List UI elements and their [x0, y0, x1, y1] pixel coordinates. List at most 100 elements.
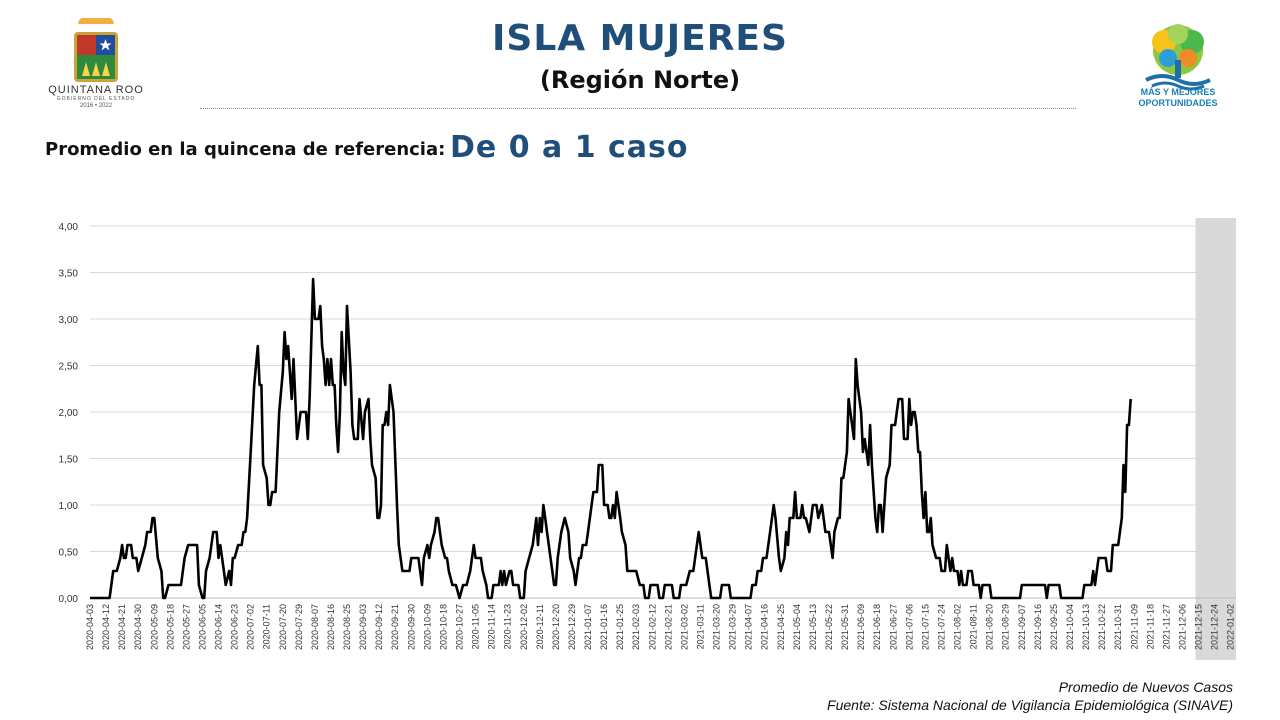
x-tick-label: 2021-06-09: [856, 604, 866, 650]
x-tick-label: 2020-08-07: [310, 604, 320, 650]
x-tick-label: 2020-12-02: [519, 604, 529, 650]
x-tick-label: 2020-05-18: [165, 604, 175, 650]
x-tick-label: 2021-08-29: [1001, 604, 1011, 650]
x-tick-label: 2021-05-04: [792, 604, 802, 650]
x-tick-label: 2020-09-03: [358, 604, 368, 650]
x-tick-labels: 2020-04-03 2020-04-12 2020-04-21 2020-04-30…: [85, 604, 1236, 650]
x-tick-label: 2020-06-05: [197, 604, 207, 650]
highlight-band: [1195, 218, 1236, 660]
x-tick-label: 2020-11-05: [471, 604, 481, 649]
x-tick-label: 2021-06-27: [888, 604, 898, 650]
tree-icon: [1145, 24, 1211, 91]
x-tick-label: 2020-10-09: [422, 604, 432, 650]
y-tick-label: 3,00: [59, 315, 79, 326]
y-tick-label: 2,50: [59, 362, 79, 373]
x-tick-label: 2022-01-02: [1226, 604, 1236, 650]
reference-value: De 0 a 1 caso: [450, 130, 689, 165]
x-tick-label: 2021-10-22: [1097, 604, 1107, 650]
x-tick-label: 2020-07-20: [278, 604, 288, 650]
series-layer: [90, 277, 1132, 600]
page-subtitle: (Región Norte): [539, 66, 741, 94]
x-tick-label: 2020-11-23: [503, 604, 513, 649]
x-tick-label: 2020-12-11: [535, 604, 545, 649]
x-tick-label: 2020-12-20: [551, 604, 561, 650]
x-tick-label: 2021-04-16: [760, 604, 770, 650]
x-tick-label: 2020-09-21: [390, 604, 400, 650]
logo-left-years: 2016 • 2022: [79, 103, 113, 109]
reference-label: Promedio en la quincena de referencia:: [45, 139, 446, 160]
x-tick-label: 2021-06-18: [872, 604, 882, 650]
source-caption: Fuente: Sistema Nacional de Vigilancia E…: [827, 697, 1233, 713]
x-tick-label: 2021-12-06: [1177, 604, 1187, 650]
y-tick-labels: 0,00 0,50 1,00 1,50 2,00 2,50 3,00 3,50 4,00: [59, 222, 79, 605]
x-tick-label: 2021-07-15: [920, 604, 930, 650]
quintana-roo-logo: [74, 18, 118, 82]
x-tick-label: 2021-03-20: [712, 604, 722, 650]
x-tick-label: 2021-12-15: [1194, 604, 1204, 650]
x-tick-label: 2021-01-25: [615, 604, 625, 650]
x-tick-label: 2020-06-23: [230, 604, 240, 650]
x-tick-label: 2021-10-04: [1065, 604, 1075, 650]
mas-y-mejores-oportunidades-logo: [1145, 24, 1211, 91]
x-tick-label: 2021-08-02: [953, 604, 963, 650]
x-tick-label: 2021-08-20: [985, 604, 995, 650]
x-tick-label: 2020-11-14: [487, 604, 497, 649]
x-tick-label: 2020-05-27: [181, 604, 191, 650]
x-tick-label: 2020-09-30: [406, 604, 416, 650]
y-tick-label: 3,50: [59, 269, 79, 280]
x-tick-label: 2020-04-30: [133, 604, 143, 650]
x-tick-label: 2021-09-16: [1033, 604, 1043, 650]
x-tick-label: 2020-09-12: [374, 604, 384, 650]
x-tick-label: 2020-05-09: [149, 604, 159, 650]
x-tick-label: 2021-04-07: [744, 604, 754, 650]
x-tick-label: 2020-08-25: [342, 604, 352, 650]
x-tick-label: 2021-02-03: [631, 604, 641, 650]
y-tick-label: 4,00: [59, 222, 79, 233]
series-line-nuevos-casos: [90, 277, 1132, 600]
x-tick-label: 2021-08-11: [969, 604, 979, 649]
x-tick-label: 2021-09-07: [1017, 604, 1027, 650]
y-tick-label: 1,00: [59, 501, 79, 512]
x-tick-label: 2021-03-02: [679, 604, 689, 650]
x-tick-label: 2021-03-11: [695, 604, 705, 649]
x-tick-label: 2020-04-03: [85, 604, 95, 650]
x-tick-label: 2021-07-24: [936, 604, 946, 650]
x-tick-label: 2020-07-02: [246, 604, 256, 650]
x-tick-label: 2021-02-21: [663, 604, 673, 650]
highlight-band-layer: [1195, 218, 1236, 660]
x-tick-label: 2020-07-11: [262, 604, 272, 649]
x-tick-label: 2021-01-16: [599, 604, 609, 650]
logo-left-small-text: GOBIERNO DEL ESTADO: [56, 96, 136, 102]
x-tick-label: 2020-10-18: [438, 604, 448, 650]
y-tick-label: 1,50: [59, 455, 79, 466]
x-tick-label: 2021-11-09: [1129, 604, 1139, 649]
series-caption: Promedio de Nuevos Casos: [1058, 679, 1233, 695]
x-tick-label: 2020-10-27: [455, 604, 465, 650]
x-tick-label: 2020-12-29: [567, 604, 577, 650]
x-tick-label: 2020-07-29: [294, 604, 304, 650]
x-tick-label: 2021-10-13: [1081, 604, 1091, 650]
x-tick-label: 2021-05-13: [808, 604, 818, 650]
header-divider: [200, 108, 1076, 109]
x-tick-label: 2021-11-18: [1145, 604, 1155, 649]
y-tick-label: 2,00: [59, 408, 79, 419]
x-tick-label: 2020-04-21: [117, 604, 127, 650]
y-tick-label: 0,50: [59, 548, 79, 559]
x-tick-label: 2021-05-22: [824, 604, 834, 650]
x-tick-label: 2020-08-16: [326, 604, 336, 650]
x-tick-label: 2021-09-25: [1049, 604, 1059, 650]
logo-left-main-text: QUINTANA ROO: [48, 84, 144, 96]
x-tick-label: 2021-03-29: [728, 604, 738, 650]
x-tick-label: 2021-02-12: [647, 604, 657, 650]
x-tick-label: 2021-07-06: [904, 604, 914, 650]
shield-emblem-icon: [74, 18, 118, 82]
page-title: ISLA MUJERES: [492, 18, 788, 59]
x-tick-label: 2021-05-31: [840, 604, 850, 650]
x-tick-label: 2020-04-12: [101, 604, 111, 650]
x-tick-label: 2021-11-27: [1161, 604, 1171, 649]
x-tick-label: 2020-06-14: [214, 604, 224, 650]
y-tick-label: 0,00: [59, 594, 79, 605]
x-tick-label: 2021-04-25: [776, 604, 786, 650]
x-tick-label: 2021-10-31: [1113, 604, 1123, 650]
